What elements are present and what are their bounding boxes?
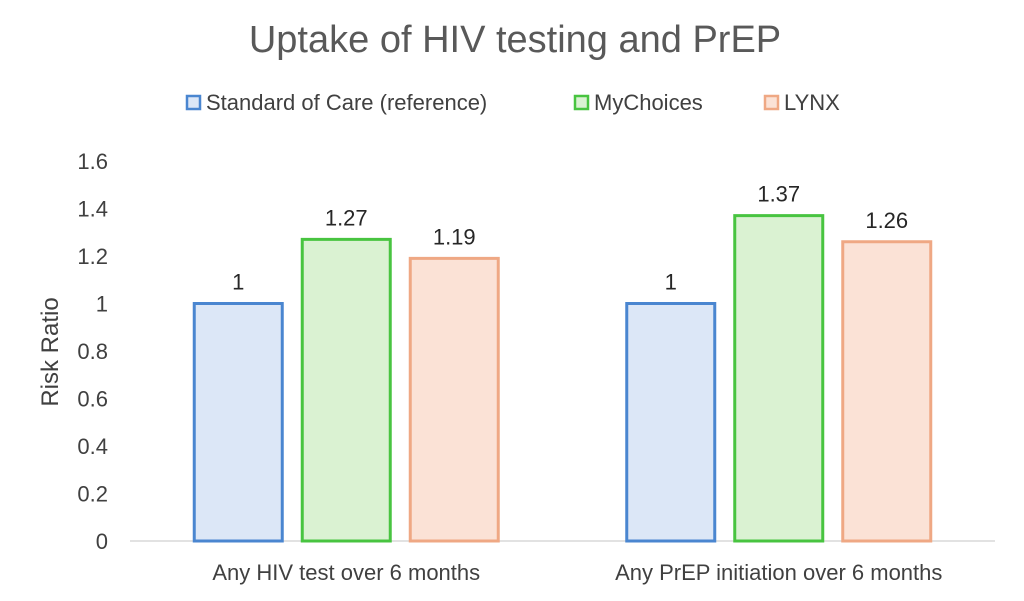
data-label: 1.19 — [433, 224, 476, 249]
y-tick-label: 0.8 — [77, 339, 108, 364]
y-tick-label: 1.4 — [77, 197, 108, 222]
bar — [192, 302, 284, 543]
data-label: 1 — [665, 270, 677, 295]
bar — [625, 302, 717, 543]
bar — [408, 256, 500, 543]
legend-label: LYNX — [784, 90, 840, 115]
y-tick-label: 1 — [96, 292, 108, 317]
bar — [300, 237, 392, 543]
y-tick-label: 0 — [96, 529, 108, 554]
legend-swatch — [185, 94, 202, 111]
bars — [192, 214, 933, 543]
legend-swatch — [573, 94, 590, 111]
legend: Standard of Care (reference) MyChoices LYN… — [185, 90, 840, 115]
data-label: 1.27 — [325, 205, 368, 230]
bar — [841, 240, 933, 543]
y-axis-label: Risk Ratio — [37, 297, 64, 406]
chart-title: Uptake of HIV testing and PrEP — [249, 19, 781, 61]
y-tick-label: 0.2 — [77, 482, 108, 507]
y-axis-ticks: 0 0.2 0.4 0.6 0.8 1 1.2 1.4 1.6 — [77, 149, 108, 554]
x-tick-label: Any PrEP initiation over 6 months — [615, 560, 942, 585]
y-tick-label: 1.2 — [77, 244, 108, 269]
category-labels: Any HIV test over 6 months Any PrEP initi… — [212, 560, 942, 585]
data-label: 1.37 — [757, 182, 800, 207]
y-tick-label: 1.6 — [77, 149, 108, 174]
legend-swatch — [763, 94, 780, 111]
y-tick-label: 0.6 — [77, 387, 108, 412]
data-label: 1.26 — [865, 208, 908, 233]
data-labels: 1 1.27 1.19 1 1.37 1.26 — [232, 182, 908, 295]
legend-label: Standard of Care (reference) — [206, 90, 487, 115]
data-label: 1 — [232, 270, 244, 295]
bar — [733, 214, 825, 543]
legend-label: MyChoices — [594, 90, 703, 115]
x-tick-label: Any HIV test over 6 months — [212, 560, 480, 585]
y-tick-label: 0.4 — [77, 434, 108, 459]
